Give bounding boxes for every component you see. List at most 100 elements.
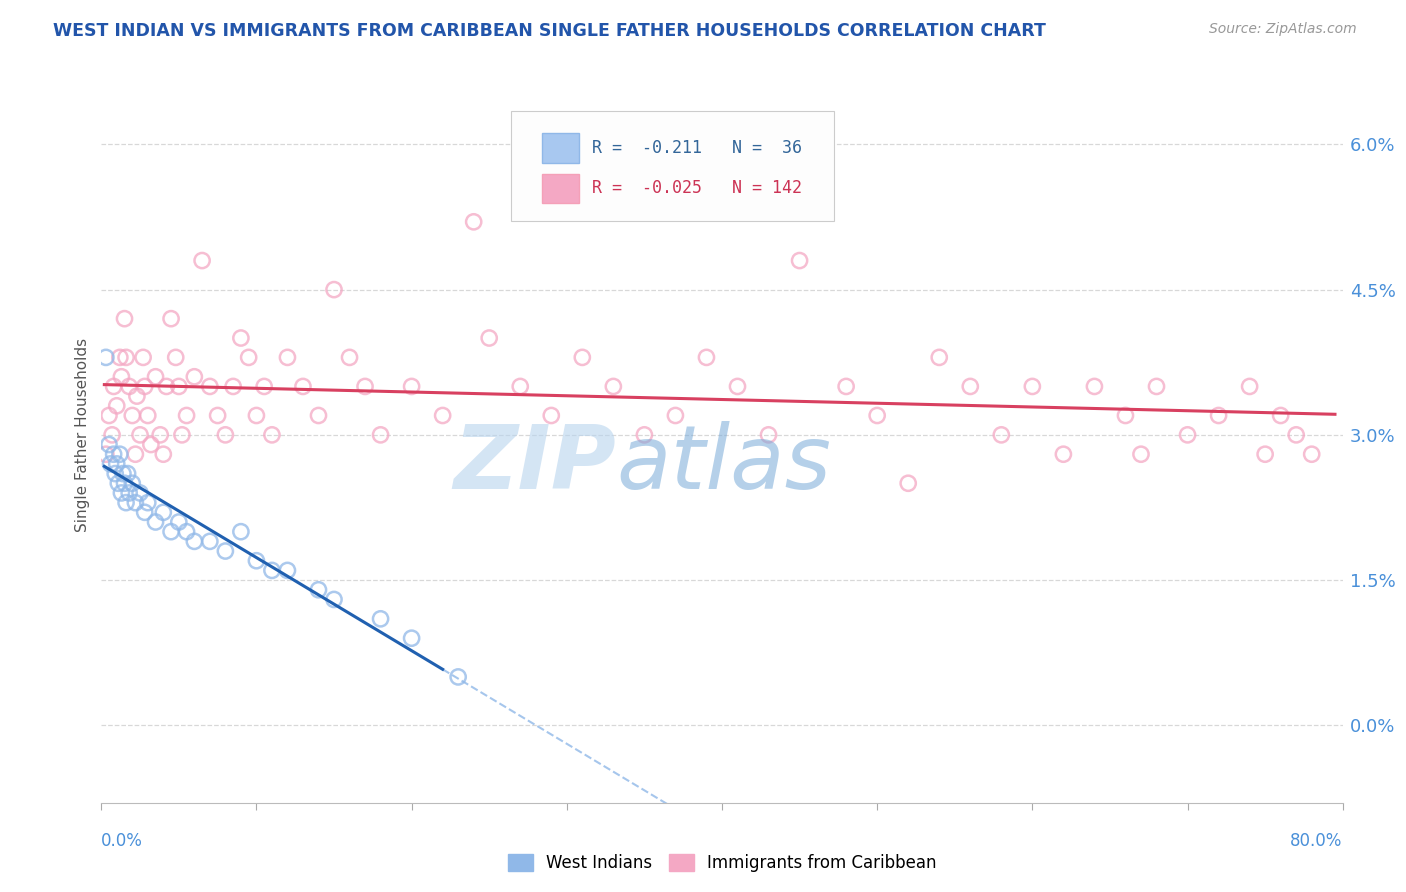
FancyBboxPatch shape	[541, 174, 579, 203]
Point	[100, 457, 122, 471]
Point	[160, 311, 183, 326]
Point	[124, 447, 146, 461]
Y-axis label: Single Father Households: Single Father Households	[75, 338, 90, 532]
Point	[727, 379, 749, 393]
Point	[115, 495, 138, 509]
Point	[789, 253, 811, 268]
Point	[176, 524, 198, 539]
Point	[160, 524, 183, 539]
Point	[323, 283, 346, 297]
Point	[117, 467, 139, 481]
Point	[370, 612, 392, 626]
Point	[835, 379, 858, 393]
Point	[260, 563, 283, 577]
Point	[245, 409, 267, 423]
Point	[990, 428, 1012, 442]
Point	[1285, 428, 1308, 442]
Point	[155, 379, 177, 393]
Point	[245, 554, 267, 568]
Point	[118, 379, 141, 393]
Point	[1270, 409, 1292, 423]
Point	[509, 379, 531, 393]
Point	[897, 476, 920, 491]
Point	[105, 399, 128, 413]
Point	[94, 351, 117, 365]
Point	[401, 631, 423, 645]
Point	[108, 447, 131, 461]
Text: 80.0%: 80.0%	[1291, 831, 1343, 849]
Point	[1177, 428, 1199, 442]
Point	[928, 351, 950, 365]
Point	[463, 215, 485, 229]
Point	[98, 437, 121, 451]
Point	[1021, 379, 1043, 393]
Point	[167, 515, 190, 529]
Point	[104, 467, 127, 481]
Point	[121, 476, 143, 491]
Point	[260, 428, 283, 442]
Point	[571, 351, 593, 365]
Point	[207, 409, 229, 423]
Point	[134, 379, 156, 393]
Point	[695, 351, 717, 365]
Point	[276, 563, 298, 577]
Point	[238, 351, 260, 365]
Point	[129, 486, 152, 500]
Text: R =  -0.211   N =  36: R = -0.211 N = 36	[592, 139, 801, 157]
Point	[1052, 447, 1074, 461]
Point	[125, 389, 148, 403]
Point	[354, 379, 377, 393]
Point	[114, 311, 136, 326]
Point	[478, 331, 501, 345]
Point	[401, 379, 423, 393]
Legend: West Indians, Immigrants from Caribbean: West Indians, Immigrants from Caribbean	[501, 847, 943, 880]
Point	[183, 534, 205, 549]
Point	[139, 437, 162, 451]
Text: atlas: atlas	[616, 421, 831, 508]
Point	[183, 369, 205, 384]
Point	[1146, 379, 1168, 393]
Point	[111, 467, 134, 481]
Point	[152, 505, 174, 519]
Point	[758, 428, 780, 442]
Point	[214, 544, 236, 558]
Point	[136, 495, 159, 509]
Point	[214, 428, 236, 442]
Text: Source: ZipAtlas.com: Source: ZipAtlas.com	[1209, 22, 1357, 37]
Text: R =  -0.025   N = 142: R = -0.025 N = 142	[592, 179, 801, 197]
Point	[152, 447, 174, 461]
Point	[115, 351, 138, 365]
Point	[664, 409, 686, 423]
FancyBboxPatch shape	[510, 111, 834, 221]
Point	[110, 369, 132, 384]
Point	[308, 409, 330, 423]
Point	[229, 331, 252, 345]
Point	[167, 379, 190, 393]
Point	[110, 486, 132, 500]
Point	[1239, 379, 1261, 393]
Point	[94, 447, 117, 461]
Point	[323, 592, 346, 607]
Point	[198, 379, 221, 393]
Point	[170, 428, 193, 442]
Point	[276, 351, 298, 365]
Point	[121, 409, 143, 423]
Point	[145, 369, 167, 384]
Point	[1254, 447, 1277, 461]
Point	[98, 409, 121, 423]
Point	[229, 524, 252, 539]
Point	[191, 253, 214, 268]
Point	[132, 351, 155, 365]
Text: WEST INDIAN VS IMMIGRANTS FROM CARIBBEAN SINGLE FATHER HOUSEHOLDS CORRELATION CH: WEST INDIAN VS IMMIGRANTS FROM CARIBBEAN…	[53, 22, 1046, 40]
Point	[308, 582, 330, 597]
Point	[1083, 379, 1105, 393]
Point	[107, 476, 129, 491]
Point	[145, 515, 167, 529]
Point	[198, 534, 221, 549]
Text: ZIP: ZIP	[454, 421, 616, 508]
Point	[540, 409, 562, 423]
Text: 0.0%: 0.0%	[101, 831, 143, 849]
Point	[129, 428, 152, 442]
Point	[1130, 447, 1153, 461]
Point	[114, 476, 136, 491]
